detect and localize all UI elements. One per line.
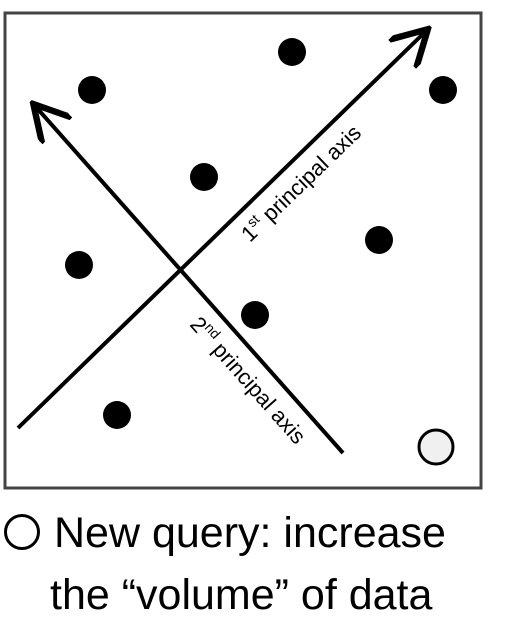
data-point — [278, 38, 306, 66]
second-principal-axis — [36, 107, 345, 455]
data-point — [241, 301, 269, 329]
data-point — [190, 163, 218, 191]
caption-line-1: New query: increase — [54, 509, 446, 557]
caption-line-2: the “volume” of data — [50, 571, 433, 619]
data-point — [365, 226, 393, 254]
data-point — [103, 401, 131, 429]
data-point — [65, 251, 93, 279]
data-point — [429, 76, 457, 104]
query-legend-circle-icon — [4, 514, 40, 550]
data-point — [78, 76, 106, 104]
diagram-frame — [3, 11, 483, 490]
first-principal-axis — [16, 32, 425, 430]
query-point — [417, 428, 455, 466]
